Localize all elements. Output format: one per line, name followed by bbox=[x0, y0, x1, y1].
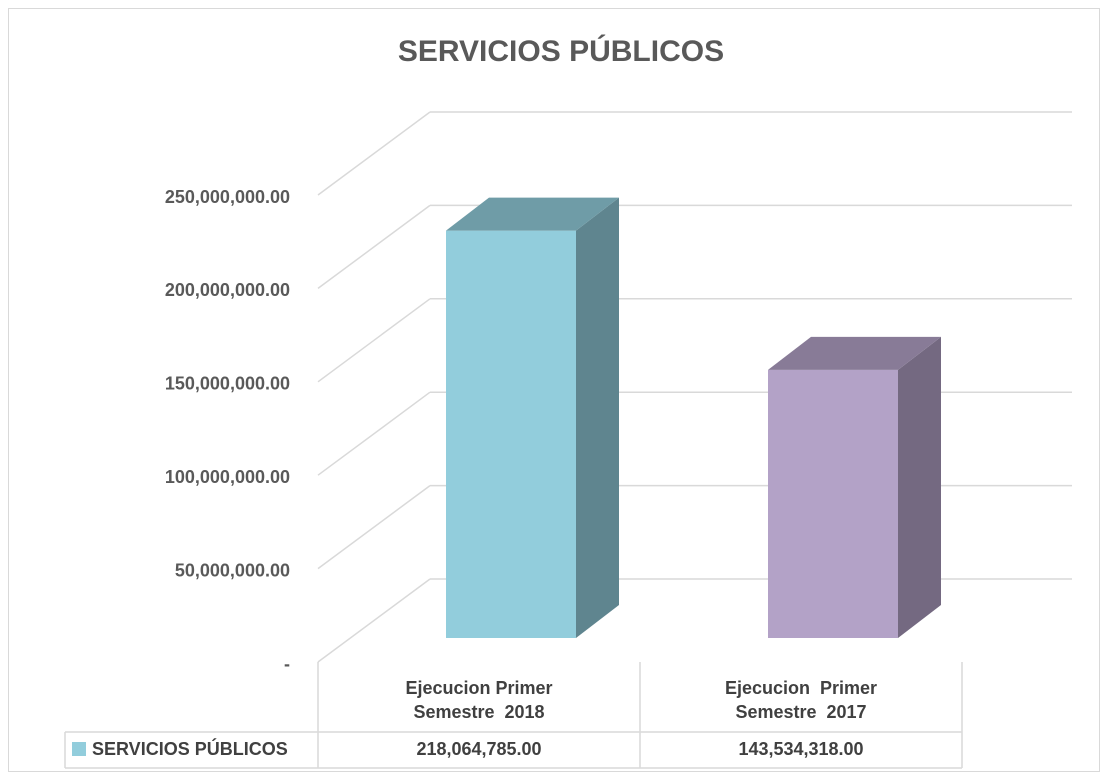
bar-front bbox=[446, 230, 576, 639]
y-tick-label: 200,000,000.00 bbox=[165, 280, 290, 300]
grid-line bbox=[317, 391, 431, 476]
legend-swatch bbox=[72, 742, 86, 756]
bar-side bbox=[576, 197, 619, 639]
grid-line bbox=[317, 578, 431, 663]
grid-line bbox=[317, 111, 431, 196]
grid-line bbox=[317, 484, 431, 570]
table-value: 218,064,785.00 bbox=[416, 739, 541, 759]
table-value: 143,534,318.00 bbox=[738, 739, 863, 759]
grid-line bbox=[317, 298, 431, 383]
x-category-label: Ejecucion Primer Semestre 2018 bbox=[405, 678, 558, 722]
y-tick-label: - bbox=[284, 654, 290, 674]
y-tick-label: 50,000,000.00 bbox=[175, 560, 290, 580]
y-tick-label: 250,000,000.00 bbox=[165, 187, 290, 207]
y-tick-label: 100,000,000.00 bbox=[165, 467, 290, 487]
grid-line bbox=[317, 204, 431, 290]
bar-side bbox=[898, 336, 941, 638]
x-category-label: Ejecucion Primer Semestre 2017 bbox=[724, 678, 883, 722]
legend-label: SERVICIOS PÚBLICOS bbox=[92, 738, 288, 759]
y-tick-label: 150,000,000.00 bbox=[165, 374, 290, 394]
chart-title: SERVICIOS PÚBLICOS bbox=[398, 34, 724, 68]
bar-top bbox=[446, 197, 619, 231]
bar-front bbox=[768, 369, 898, 638]
bar-top bbox=[768, 336, 941, 370]
